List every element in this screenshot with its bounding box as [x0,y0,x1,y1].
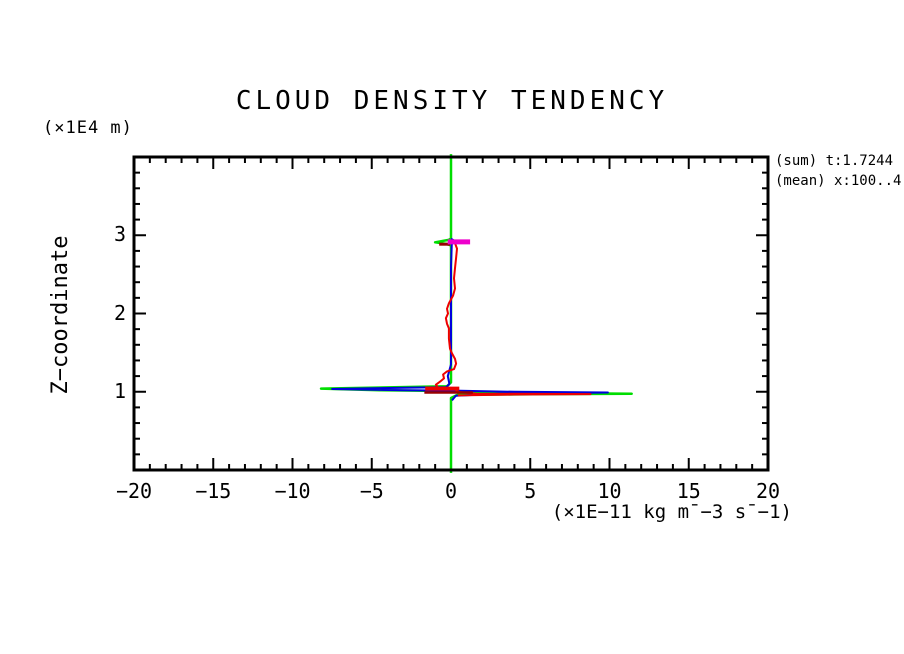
x-tick-label: 5 [524,479,537,503]
x-tick-label: −15 [195,479,232,503]
y-tick-label: 3 [113,222,126,247]
x-tick-label: 10 [597,479,622,503]
series-green-profile [319,154,633,473]
x-tick-label: −20 [115,479,153,503]
series-blue-profile [331,237,609,402]
y-tick-label: 1 [113,378,126,403]
x-tick-label: 20 [755,479,781,503]
page-title: CLOUD DENSITY TENDENCY [235,86,669,116]
x-tick-label: 15 [676,479,701,503]
x-tick-label: 0 [444,479,458,503]
x-tick-label: −10 [274,479,311,503]
y-axis-unit-label: (×1E4 m) [43,118,133,138]
plot-frame [132,155,770,472]
annotation-block: (sum) t:1.7244 (mean) x:100..4 [775,151,901,191]
series-red-profile [429,241,592,397]
x-tick-label: −5 [359,479,384,503]
annotation-mean: (mean) x:100..4 [775,173,902,189]
annotation-sum: (sum) t:1.7244 [775,153,894,169]
x-axis-unit-label: (×1E−11 kg m¯−3 s¯−1) [551,501,792,523]
y-tick-label: 2 [113,300,126,325]
